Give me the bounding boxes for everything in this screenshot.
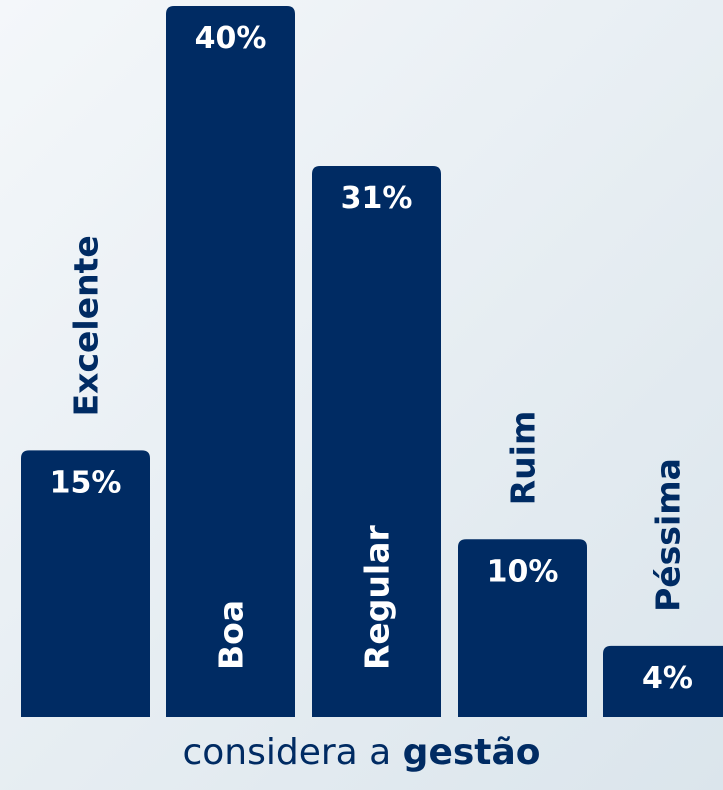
chart-caption: considera a gestão <box>0 732 723 773</box>
caption-prefix: considera a <box>182 732 403 773</box>
value-label-ruim: 10% <box>487 554 559 589</box>
value-label-pessima: 4% <box>642 661 693 696</box>
bar-ruim <box>458 539 587 717</box>
bar-chart: 15% Excelente 40% Boa 31% Regular 10% Ruim 4% Pés… <box>21 6 723 718</box>
value-label-boa: 40% <box>195 21 267 56</box>
category-label-ruim: Ruim <box>504 411 543 506</box>
bar-pessima <box>603 645 723 717</box>
bar-regular <box>312 165 441 718</box>
category-label-regular: Regular <box>358 525 397 670</box>
value-label-regular: 31% <box>341 181 413 216</box>
bar-boa <box>166 6 295 717</box>
category-label-boa: Boa <box>212 600 251 670</box>
value-label-excelente: 15% <box>50 465 122 500</box>
category-label-pessima: Péssima <box>649 458 688 612</box>
caption-emphasis: gestão <box>402 732 541 773</box>
bar-excelente <box>21 450 150 717</box>
category-label-excelente: Excelente <box>67 235 106 416</box>
